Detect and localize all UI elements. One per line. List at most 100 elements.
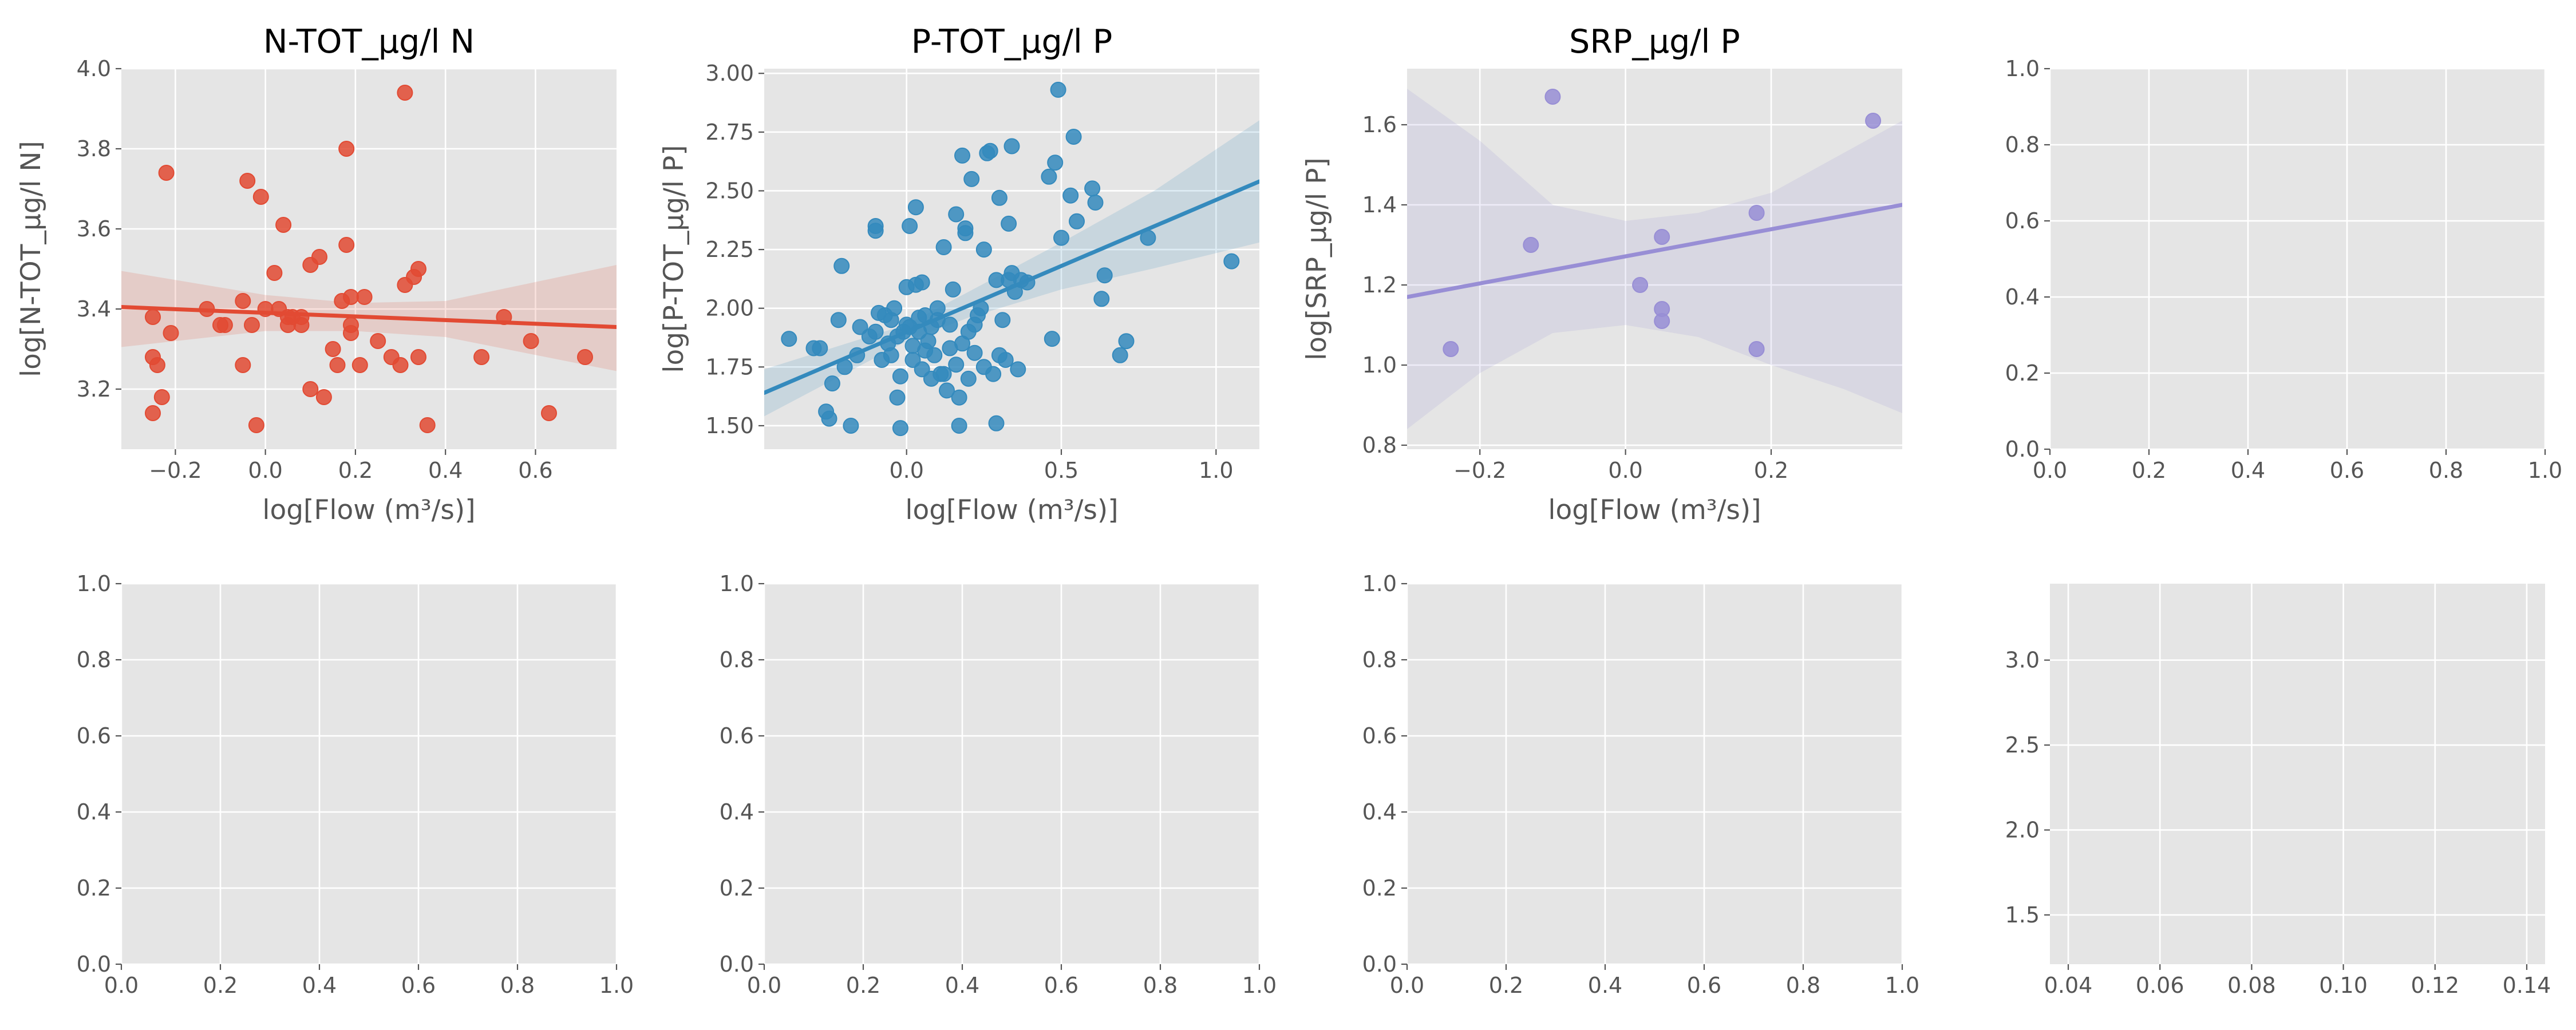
data-point: [244, 317, 260, 333]
x-tick-label: 0.0: [1390, 973, 1424, 998]
data-point: [914, 274, 930, 291]
y-tick-label: 3.4: [77, 296, 111, 322]
data-point: [356, 289, 373, 305]
y-tick-label: 0.4: [2005, 284, 2040, 310]
regression-line: [1407, 203, 1902, 299]
y-tick-label: 1.75: [705, 354, 754, 379]
regression-line: [121, 305, 617, 329]
y-tick-label: 2.25: [705, 237, 754, 262]
x-tick-label: 0.2: [1754, 458, 1788, 483]
data-point: [302, 381, 319, 397]
plot-area: [1407, 89, 1902, 429]
y-tick-label: 0.8: [77, 647, 111, 672]
data-point: [248, 417, 264, 433]
x-tick-label: 0.6: [518, 458, 552, 483]
data-point: [988, 415, 1005, 431]
y-tick-label: 0.8: [1362, 647, 1397, 672]
data-point: [343, 289, 359, 305]
plot-area: [121, 85, 617, 433]
y-tick-label: 0.2: [77, 876, 111, 901]
y-tick-label: 0.6: [2005, 208, 2040, 233]
data-point: [942, 316, 958, 333]
plot-background: [121, 584, 617, 964]
subplot-7: 0.0 0.2 0.4 0.6 0.8 1.0 0.0 0.2 0.4 0.6 0.8 1.0: [1362, 571, 1920, 998]
subplot-3: −0.2 0.0 0.2 0.8 1.0 1.2 1.4 1.6 SRP_µg/l P log[F…: [1301, 23, 1902, 526]
y-tick-label: 0.6: [1362, 723, 1397, 748]
data-point: [957, 225, 974, 241]
subplot-title: SRP_µg/l P: [1569, 23, 1740, 61]
subplot-title: N-TOT_µg/l N: [263, 23, 475, 61]
data-point: [935, 366, 952, 382]
plot-background: [121, 69, 617, 449]
x-tick-label: 0.2: [846, 973, 880, 998]
y-tick-label: 2.50: [705, 178, 754, 203]
data-point: [392, 357, 409, 373]
data-point: [325, 341, 341, 357]
subplot-5: 0.0 0.2 0.4 0.6 0.8 1.0 0.0 0.2 0.4 0.6 0.8 1.0: [77, 571, 634, 998]
y-tick-label: 2.0: [2005, 817, 2040, 842]
data-point: [266, 265, 283, 281]
data-point: [1065, 129, 1082, 145]
x-tick-label: 1.0: [1199, 458, 1233, 483]
y-tick-label: 0.2: [1362, 876, 1397, 901]
data-point: [1443, 341, 1459, 357]
x-tick-label: 1.0: [1885, 973, 1919, 998]
y-tick-label: 3.2: [77, 377, 111, 402]
data-point: [1069, 213, 1085, 229]
subplot-8: 0.04 0.06 0.08 0.10 0.12 0.14 1.5 2.0 2.5 3.0: [2005, 584, 2551, 998]
x-tick-label: 0.8: [2429, 458, 2463, 483]
plot-background: [2050, 69, 2545, 449]
data-point: [329, 357, 346, 373]
x-tick-label: 0.04: [2044, 973, 2093, 998]
data-point: [1654, 229, 1670, 245]
data-point: [997, 352, 1014, 368]
data-point: [982, 142, 998, 159]
plot-background: [1407, 584, 1902, 964]
data-point: [1112, 347, 1128, 363]
data-point: [830, 312, 847, 328]
x-tick-label: 0.0: [889, 458, 923, 483]
x-tick-label: 1.0: [599, 973, 634, 998]
y-tick-label: 0.4: [720, 799, 754, 825]
subplot-6: 0.0 0.2 0.4 0.6 0.8 1.0 0.0 0.2 0.4 0.6 0.8 1.0: [720, 571, 1277, 998]
data-point: [1050, 81, 1066, 98]
data-point: [311, 249, 327, 265]
plot-area: [764, 81, 1259, 437]
data-point: [960, 370, 977, 387]
data-point: [886, 300, 903, 316]
regression-line: [764, 179, 1259, 395]
data-point: [1001, 215, 1017, 232]
subplot-4: 0.0 0.2 0.4 0.6 0.8 1.0 0.0 0.2 0.4 0.6 0.8 1.0: [2005, 56, 2563, 483]
data-point: [945, 281, 961, 298]
data-point: [1096, 267, 1113, 284]
data-point: [1053, 229, 1069, 246]
data-point: [1041, 168, 1057, 185]
data-point: [902, 218, 918, 234]
subplot-title: P-TOT_µg/l P: [911, 23, 1112, 61]
data-point: [239, 173, 256, 189]
data-point: [338, 141, 355, 157]
data-point: [1748, 341, 1765, 357]
data-point: [1523, 237, 1539, 253]
x-tick-label: 0.8: [1786, 973, 1820, 998]
y-tick-label: 1.0: [77, 571, 111, 596]
x-tick-label: 0.14: [2503, 973, 2551, 998]
data-point: [824, 375, 840, 392]
data-point: [1748, 205, 1765, 221]
y-tick-label: 3.0: [2005, 648, 2040, 673]
data-point: [293, 317, 310, 333]
data-point: [1865, 113, 1882, 129]
x-tick-label: 0.4: [945, 973, 979, 998]
data-point: [889, 389, 906, 406]
data-point: [397, 85, 413, 101]
y-tick-label: 0.0: [77, 952, 111, 977]
x-tick-label: 0.8: [1143, 973, 1178, 998]
data-point: [1654, 313, 1670, 329]
x-tick-label: −0.2: [1453, 458, 1506, 483]
y-tick-label: 0.8: [720, 647, 754, 672]
data-point: [1632, 277, 1649, 293]
y-axis-label: log[N-TOT_µg/l N]: [15, 141, 47, 377]
data-point: [1093, 291, 1110, 307]
x-tick-label: 0.6: [2330, 458, 2364, 483]
x-tick-label: 0.8: [500, 973, 535, 998]
